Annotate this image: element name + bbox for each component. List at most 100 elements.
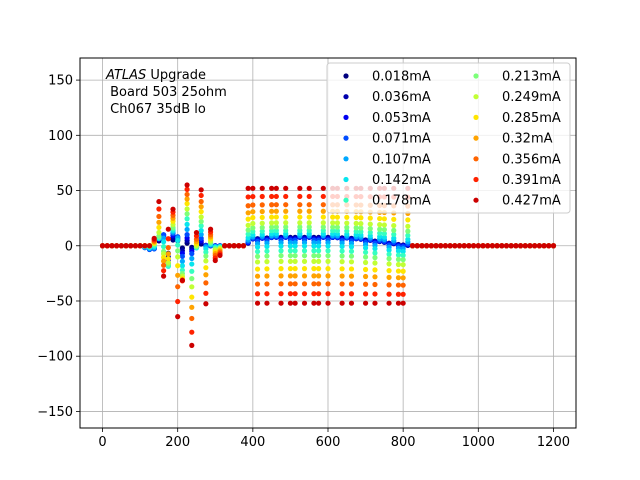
data-point [283, 185, 289, 191]
y-tick-label: 150 [48, 74, 73, 89]
data-point [348, 281, 355, 287]
data-point [353, 220, 359, 226]
data-point [189, 284, 195, 290]
data-point [485, 243, 491, 249]
data-point [339, 253, 345, 259]
data-point [494, 243, 500, 249]
data-point [179, 263, 185, 269]
data-point [198, 235, 204, 241]
data-point [372, 300, 378, 306]
data-point [128, 243, 134, 249]
data-point [156, 213, 162, 220]
data-point [424, 243, 430, 249]
data-point [297, 224, 303, 230]
data-point [311, 266, 317, 272]
data-point [391, 216, 397, 222]
data-point [325, 243, 331, 249]
data-point [301, 253, 308, 259]
data-point [301, 273, 308, 279]
data-point [269, 202, 275, 208]
data-point [278, 273, 284, 279]
data-point [175, 272, 181, 278]
legend-marker [473, 176, 479, 183]
data-point [391, 231, 397, 238]
data-point [339, 248, 345, 254]
data-point [175, 248, 181, 254]
data-point [311, 258, 317, 264]
legend-label: 0.427mA [502, 194, 561, 209]
data-point [245, 216, 251, 222]
data-point [367, 221, 373, 227]
data-point [334, 224, 340, 230]
data-point [391, 227, 397, 233]
data-point [254, 253, 261, 260]
data-point [165, 226, 171, 232]
data-point [175, 298, 181, 305]
data-point [161, 273, 167, 279]
data-point [198, 204, 204, 210]
data-point [278, 248, 284, 254]
data-point [250, 193, 256, 200]
data-point [198, 223, 204, 229]
data-point [287, 243, 294, 249]
data-point [212, 257, 218, 264]
data-point [278, 300, 284, 306]
legend-label: 0.142mA [372, 173, 431, 188]
data-point [175, 254, 181, 260]
data-point [161, 258, 167, 264]
data-point [184, 226, 190, 233]
data-point [316, 253, 322, 259]
data-point [123, 243, 129, 249]
data-point [433, 243, 439, 249]
data-point [264, 259, 270, 265]
data-point [278, 281, 284, 287]
legend-label: 0.213mA [502, 70, 561, 85]
data-point [259, 220, 265, 226]
data-point [283, 220, 289, 226]
data-point [358, 225, 364, 231]
y-tick-label: 0 [65, 239, 73, 254]
data-point [362, 266, 369, 273]
data-point [292, 253, 298, 259]
data-point [372, 246, 378, 252]
data-point [386, 291, 392, 297]
data-point [297, 202, 303, 208]
data-point [254, 248, 261, 255]
legend-label: 0.178mA [372, 194, 431, 209]
legend-label: 0.285mA [502, 111, 561, 126]
data-point [306, 224, 312, 230]
data-point [198, 209, 204, 215]
data-point [254, 300, 261, 306]
data-point [325, 291, 331, 297]
data-point [306, 185, 312, 191]
data-point [184, 186, 190, 192]
data-point [203, 258, 209, 264]
data-point [269, 224, 275, 230]
data-point [189, 315, 195, 322]
y-tick-label: 100 [48, 129, 73, 144]
data-point [489, 243, 495, 249]
data-point [400, 282, 406, 288]
data-point [269, 185, 275, 191]
legend-marker [343, 73, 349, 79]
data-point [316, 248, 322, 254]
data-point [400, 275, 406, 281]
data-point [372, 250, 378, 256]
data-point [203, 301, 209, 307]
legend-marker [473, 94, 479, 100]
data-point [381, 222, 387, 228]
data-point [264, 300, 270, 306]
data-point [273, 214, 279, 220]
data-point [292, 266, 298, 272]
data-point [198, 198, 204, 205]
data-point [405, 223, 411, 229]
data-point [156, 219, 162, 225]
x-tick-label: 0 [98, 435, 106, 450]
data-point [301, 281, 308, 287]
data-point [353, 225, 359, 231]
data-point [278, 266, 284, 272]
data-point [287, 300, 294, 306]
data-point [395, 261, 402, 268]
data-point [320, 202, 326, 208]
data-point [254, 266, 261, 272]
